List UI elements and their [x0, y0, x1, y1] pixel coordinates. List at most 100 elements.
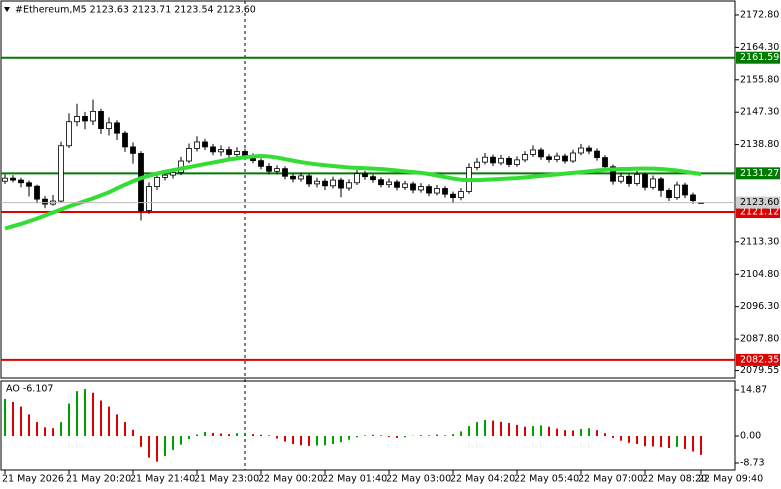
x-tick-label: 21 May 2026 [2, 474, 64, 485]
candle-body [170, 172, 176, 176]
candle-body [634, 173, 640, 184]
candle-body [306, 175, 312, 185]
candle-body [618, 175, 624, 182]
candle-body [418, 186, 424, 191]
candle-body [482, 156, 488, 163]
candle-body [314, 180, 320, 185]
y-tick-label: 2138.80 [740, 139, 779, 150]
menu-triangle [4, 7, 10, 12]
x-tick-label: 21 May 23:00 [194, 474, 259, 485]
level-label: 2161.59 [740, 52, 779, 63]
candle-body [210, 146, 216, 153]
candle-body [458, 191, 464, 199]
candle-body [186, 148, 192, 162]
candle-body [602, 157, 608, 168]
candle-body [522, 154, 528, 161]
candle-body [666, 189, 672, 199]
ao-title: AO -6.107 [6, 384, 53, 395]
candle-body [82, 115, 88, 122]
y-tick-label: 2155.80 [740, 74, 779, 85]
candle-body [450, 193, 456, 199]
candle-body [18, 179, 24, 184]
candle-body [362, 173, 368, 178]
candle-body [690, 194, 696, 202]
level-label-box [736, 206, 780, 219]
candle-body [138, 152, 144, 211]
candle-body [330, 179, 336, 187]
candle-body [434, 188, 440, 194]
main-panel [0, 0, 736, 379]
y-tick-label: 2104.80 [740, 269, 779, 280]
ao-panel [0, 380, 736, 471]
candle-body [202, 141, 208, 148]
candle-body [34, 185, 40, 200]
candle-body [682, 184, 688, 196]
candle-body [122, 132, 128, 148]
x-tick-label: 22 May 05:40 [514, 474, 579, 485]
candle-body [58, 145, 64, 202]
candle-body [66, 121, 72, 147]
candle-body [162, 174, 168, 178]
candle-body [402, 183, 408, 188]
candle-body [514, 159, 520, 165]
candle-body [586, 147, 592, 152]
x-tick-label: 22 May 00:20 [258, 474, 323, 485]
candle-body [10, 177, 16, 181]
y-tick-label: 2096.30 [740, 301, 779, 312]
candle-body [274, 168, 280, 172]
y-tick-label: 2164.30 [740, 42, 779, 53]
x-tick-label: 21 May 20:20 [66, 474, 131, 485]
candle-body [538, 149, 544, 158]
level-label: 2131.27 [740, 168, 779, 179]
candle-body [394, 181, 400, 188]
x-tick-label: 22 May 09:40 [698, 474, 763, 485]
candle-body [610, 166, 616, 182]
last-price-box [736, 196, 780, 209]
level-label: 2082.35 [740, 354, 779, 365]
candle-body [474, 161, 480, 168]
candle-body [266, 165, 272, 172]
candle-body [218, 149, 224, 153]
candle-body [130, 146, 136, 154]
y-tick-label: 2172.80 [740, 9, 779, 20]
x-tick-label: 22 May 03:00 [386, 474, 451, 485]
chart-title: #Ethereum,M5 2123.63 2123.71 2123.54 212… [15, 5, 256, 16]
candle-body [642, 173, 648, 188]
candle-body [2, 177, 8, 182]
candle-body [650, 178, 656, 188]
candle-body [530, 149, 536, 155]
candle-body [626, 175, 632, 184]
candle-body [346, 182, 352, 189]
candle-body [74, 115, 80, 123]
candle-body [546, 156, 552, 160]
level-label-box [736, 51, 780, 64]
candle-body [258, 160, 264, 167]
candle-body [290, 175, 296, 180]
candle-body [194, 141, 200, 149]
candle-body [426, 186, 432, 194]
last-price-label: 2123.60 [740, 197, 779, 208]
candle-body [674, 184, 680, 199]
candle-body [442, 188, 448, 195]
candle-body [90, 111, 96, 122]
level-label: 2121.12 [740, 207, 779, 218]
y-tick-label: 2147.30 [740, 107, 779, 118]
x-tick-label: 22 May 08:20 [642, 474, 707, 485]
candle-body [386, 181, 392, 186]
candle-body [554, 155, 560, 160]
candle-body [322, 180, 328, 187]
candle-body [146, 186, 152, 211]
candle-body [378, 179, 384, 186]
level-label-box [736, 167, 780, 180]
candle-body [562, 155, 568, 162]
candle-body [234, 151, 240, 155]
y-tick-label: 2087.80 [740, 334, 779, 345]
y-tick-label: 14.87 [740, 385, 767, 396]
candle-body [26, 182, 32, 187]
x-tick-label: 21 May 21:40 [130, 474, 195, 485]
candle-body [506, 157, 512, 165]
y-tick-label: 0.00 [740, 431, 761, 442]
